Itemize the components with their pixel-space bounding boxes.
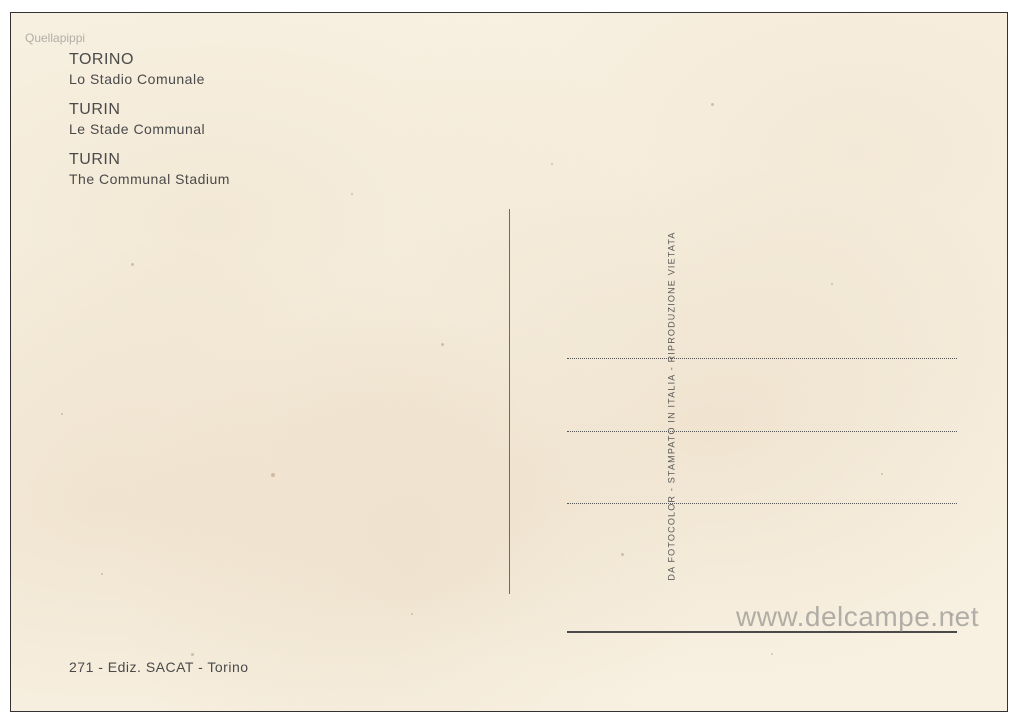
center-divider (509, 209, 510, 594)
address-dotted-line (567, 431, 957, 432)
paper-spot (551, 163, 553, 165)
caption-subtitle: Le Stade Communal (69, 121, 230, 137)
watermark-seller: Quellapippi (25, 31, 85, 45)
paper-spot (771, 653, 773, 655)
paper-spot (101, 573, 103, 575)
paper-spot (351, 193, 353, 195)
paper-spot (711, 103, 714, 106)
paper-spot (61, 413, 63, 415)
publisher-line: 271 - Ediz. SACAT - Torino (69, 659, 249, 675)
paper-spot (881, 473, 883, 475)
paper-spot (131, 263, 134, 266)
printer-imprint: DA FOTOCOLOR - STAMPATO IN ITALIA - RIPR… (667, 231, 677, 580)
caption-city: TURIN (69, 151, 230, 169)
caption-block: TORINO Lo Stadio Comunale TURIN Le Stade Co… (69, 51, 230, 201)
paper-spot (441, 343, 444, 346)
watermark-site: www.delcampe.net (736, 601, 979, 633)
caption-city: TORINO (69, 51, 230, 69)
address-dotted-line (567, 358, 957, 359)
paper-spot (621, 553, 624, 556)
caption-subtitle: Lo Stadio Comunale (69, 71, 230, 87)
address-dotted-line (567, 503, 957, 504)
caption-city: TURIN (69, 101, 230, 119)
paper-spot (411, 613, 413, 615)
paper-spot (831, 283, 833, 285)
postcard-back: TORINO Lo Stadio Comunale TURIN Le Stade Co… (10, 12, 1008, 712)
paper-spot (271, 473, 275, 477)
caption-subtitle: The Communal Stadium (69, 171, 230, 187)
paper-spot (191, 653, 194, 656)
